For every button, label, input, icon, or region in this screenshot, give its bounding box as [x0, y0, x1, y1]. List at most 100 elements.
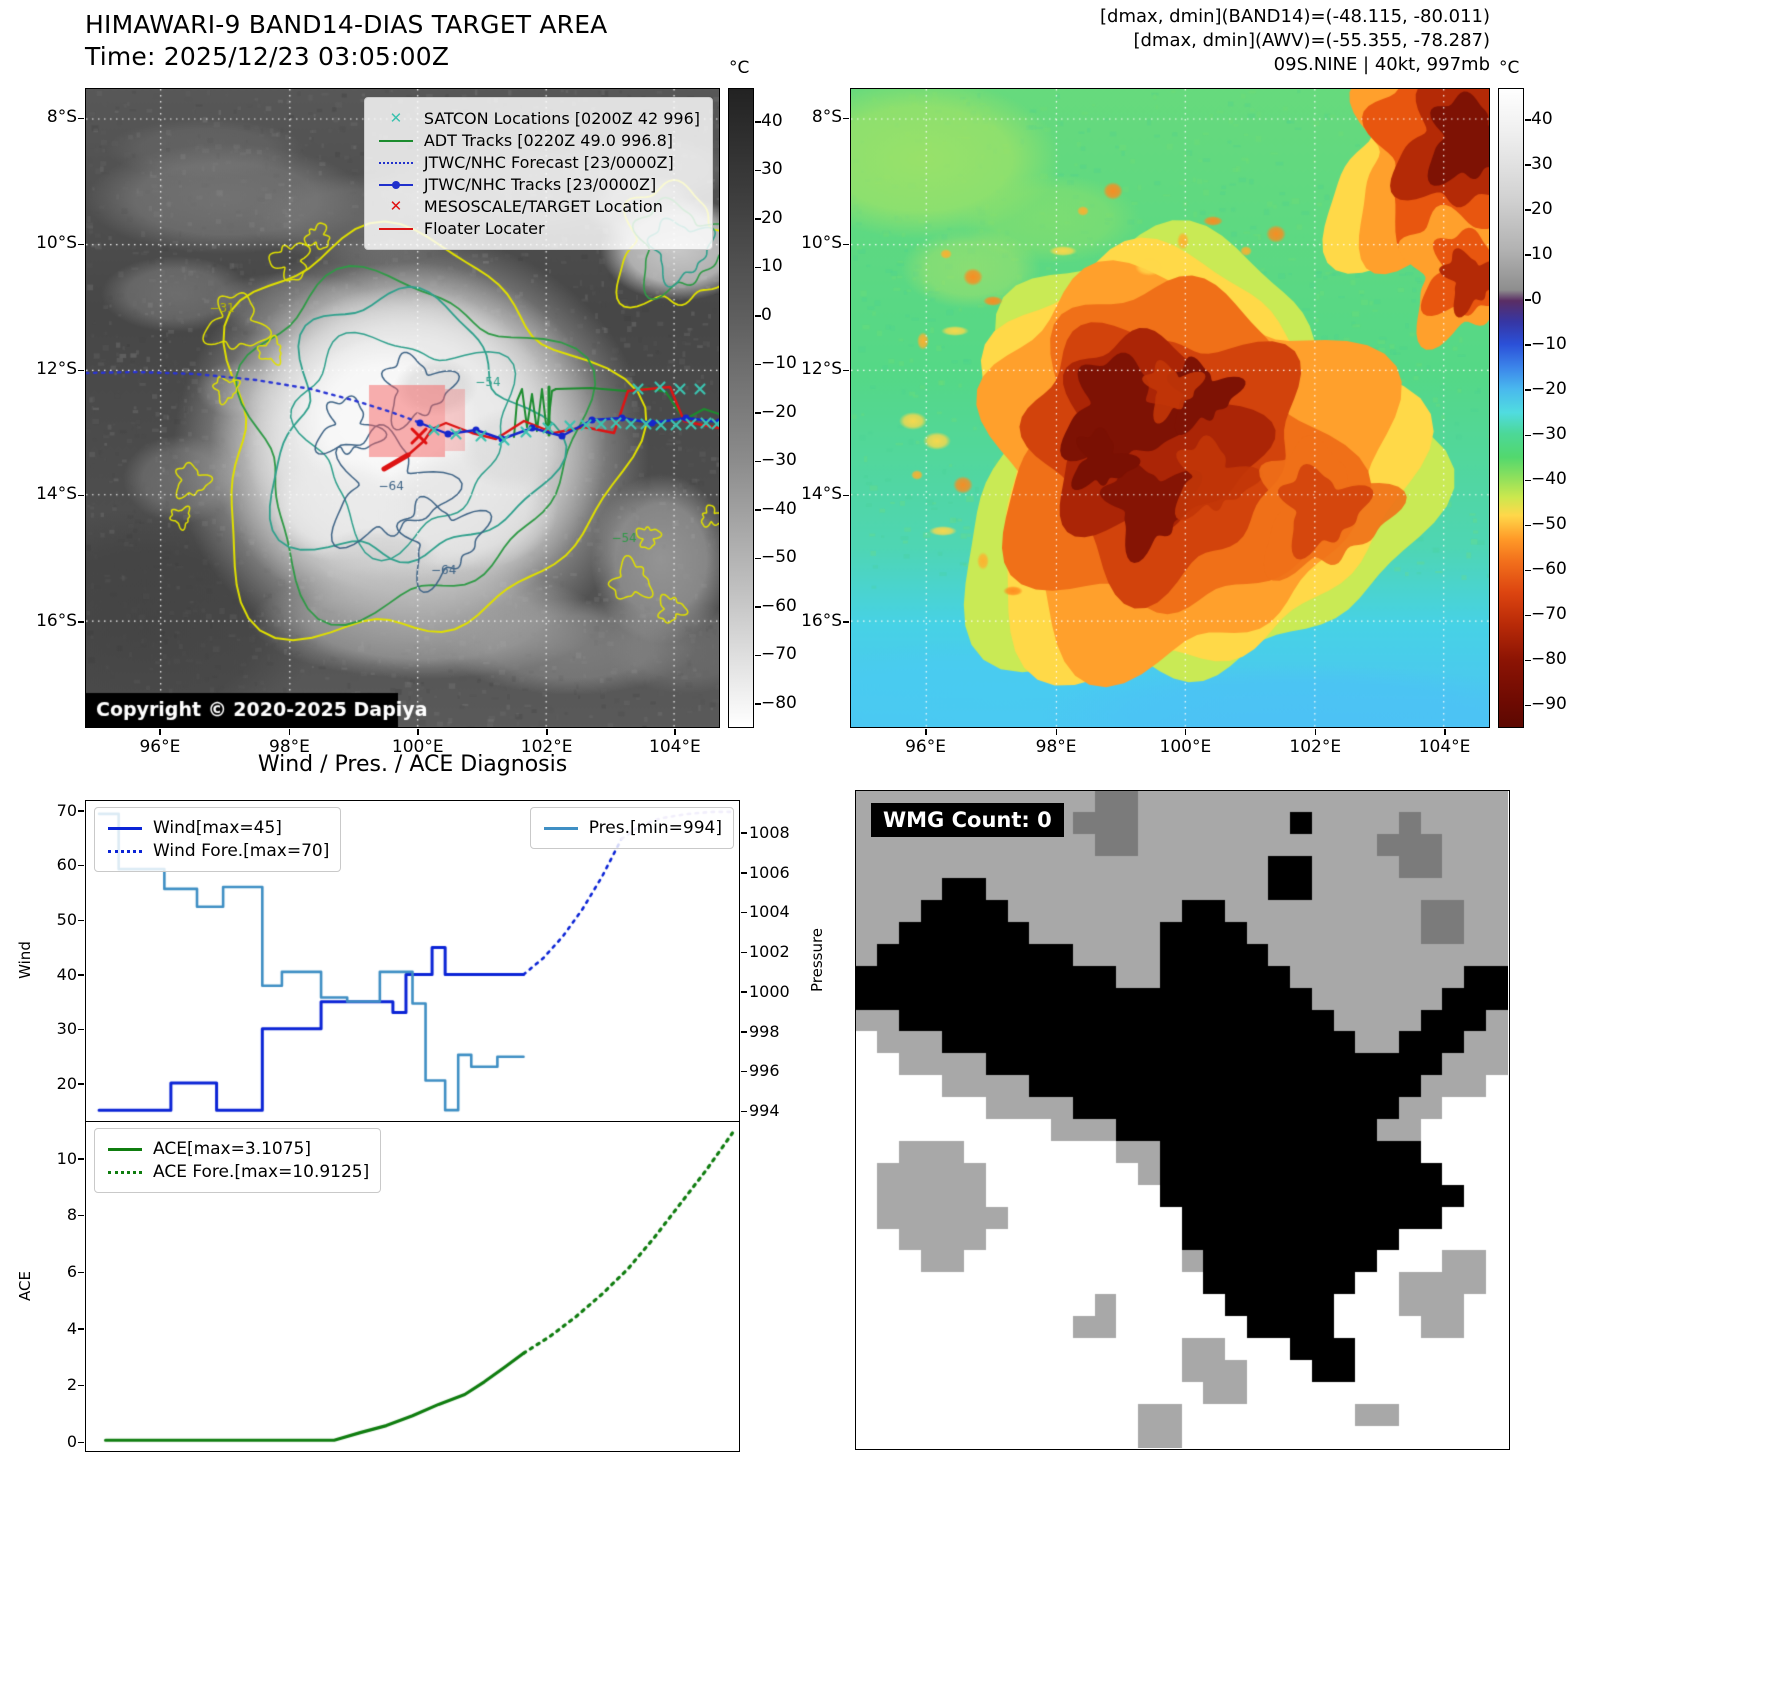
y-tick-mark — [78, 974, 84, 976]
legend-label: ACE[max=3.1075] — [153, 1139, 311, 1159]
colorbar-tick-label: −80 — [1531, 649, 1567, 670]
colorbar-tick-mark — [755, 654, 761, 657]
lon-tick-mark — [417, 729, 419, 735]
y-tick-label: 70 — [56, 800, 77, 820]
colorbar-tick-mark — [755, 557, 761, 560]
legend-label: ADT Tracks [0220Z 49.0 996.8] — [423, 131, 674, 150]
info-storm-id: 09S.NINE | 40kt, 997mb — [1273, 54, 1490, 75]
lat-tick-mark — [843, 243, 849, 246]
lat-tick-mark — [78, 494, 84, 497]
pressure-legend: Pres.[min=994] — [529, 807, 734, 849]
legend-item: Floater Locater — [377, 219, 700, 238]
dotted-line-icon — [377, 154, 415, 172]
colorbar-unit-label: °C — [729, 58, 750, 78]
y-tick-mark — [78, 864, 84, 867]
colorbar-tick-mark — [755, 218, 761, 220]
y-tick-mark — [741, 951, 747, 954]
lon-tick-label: 102°E — [1289, 737, 1342, 757]
colorbar-tick-label: 30 — [761, 159, 783, 180]
y-tick-mark — [78, 1083, 84, 1085]
y-tick-mark — [78, 919, 84, 922]
colorbar-tick-label: −60 — [761, 595, 797, 616]
colorbar-tick-label: −60 — [1531, 559, 1567, 580]
colorbar-tick-mark — [1525, 209, 1531, 211]
colorbar-tick-mark — [1525, 164, 1531, 166]
lat-tick-label: 16°S — [36, 610, 77, 631]
y-tick-mark — [741, 911, 747, 914]
wind-pressure-chart-panel: Wind[max=45] Wind Fore.[max=70] Pres.[min… — [85, 800, 740, 1122]
colorbar-tick-mark — [755, 606, 761, 608]
legend-item: ACE Fore.[max=10.9125] — [106, 1162, 369, 1182]
y-tick-label: 30 — [56, 1019, 77, 1039]
colorbar-tick-label: 30 — [1531, 153, 1553, 174]
y-tick-mark — [78, 1384, 84, 1387]
colorbar-tick-mark — [1525, 704, 1531, 707]
lat-tick-label: 10°S — [801, 233, 842, 254]
colorbar-tick-label: 10 — [1531, 243, 1553, 264]
colorbar-tick-mark — [1525, 659, 1531, 662]
info-awv-range: [dmax, dmin](AWV)=(-55.355, -78.287) — [1133, 30, 1490, 51]
ace-chart-panel: ACE[max=3.1075] ACE Fore.[max=10.9125] — [85, 1122, 740, 1452]
lat-tick-mark — [78, 621, 84, 623]
colorbar-tick-mark — [755, 121, 761, 123]
y-tick-mark — [741, 1070, 747, 1073]
colorbar-tick-mark — [755, 266, 761, 269]
colorbar-tick-mark — [1525, 614, 1531, 617]
line-icon — [106, 1140, 144, 1158]
legend-label: SATCON Locations [0200Z 42 996] — [423, 109, 700, 128]
colorbar-tick-mark — [755, 460, 761, 463]
colorbar-tick-label: −40 — [761, 498, 797, 519]
colorbar-tick-label: −90 — [1531, 694, 1567, 715]
line-icon — [377, 220, 415, 238]
y-tick-mark — [78, 1158, 84, 1160]
colorbar-tick-label: −10 — [761, 353, 797, 374]
lon-tick-mark — [1055, 729, 1058, 735]
lat-tick-label: 16°S — [801, 610, 842, 631]
colorbar-tick-label: −50 — [761, 547, 797, 568]
colorbar-tick-label: −80 — [761, 692, 797, 713]
lat-tick-mark — [843, 369, 849, 372]
legend-item: Wind[max=45] — [106, 818, 329, 838]
lat-tick-label: 8°S — [811, 107, 842, 128]
colorbar-tick-label: 40 — [1531, 108, 1553, 129]
y-tick-label: 50 — [56, 910, 77, 930]
lon-tick-label: 104°E — [649, 737, 701, 757]
legend-line — [108, 826, 142, 830]
colorbar-tick-mark — [755, 703, 761, 705]
dotted-line-icon — [106, 842, 144, 860]
dot-marker-icon — [391, 180, 400, 189]
y-tick-mark — [78, 1441, 84, 1444]
awv-colorbar — [1498, 88, 1524, 728]
lon-tick-mark — [288, 729, 291, 735]
colorbar-tick-label: −70 — [1531, 604, 1567, 625]
colorbar-tick-mark — [1525, 479, 1531, 482]
colorbar-tick-label: 0 — [1531, 288, 1542, 309]
awv-satellite-image — [851, 89, 1489, 727]
ir-map-legend: ✕ SATCON Locations [0200Z 42 996] ADT Trac… — [363, 97, 713, 250]
colorbar-tick-mark — [755, 412, 761, 414]
y-tick-label: 0 — [66, 1432, 77, 1452]
colorbar-tick-mark — [1525, 119, 1531, 121]
lon-tick-label: 98°E — [269, 737, 310, 757]
line-icon — [377, 132, 415, 150]
legend-item: Pres.[min=994] — [542, 818, 722, 838]
colorbar-unit-label: °C — [1499, 58, 1520, 78]
legend-line — [378, 139, 413, 142]
line-icon — [377, 176, 415, 194]
colorbar-tick-mark — [755, 169, 761, 172]
legend-item: ADT Tracks [0220Z 49.0 996.8] — [377, 131, 700, 150]
y-tick-label: 40 — [56, 964, 77, 984]
x-marker-icon: ✕ — [377, 198, 415, 216]
ir-colorbar — [728, 88, 754, 728]
lat-tick-label: 14°S — [36, 484, 77, 505]
legend-label: JTWC/NHC Forecast [23/0000Z] — [423, 153, 674, 172]
lon-tick-label: 96°E — [905, 737, 946, 757]
legend-line — [378, 227, 413, 230]
lat-tick-label: 8°S — [46, 107, 77, 128]
colorbar-tick-mark — [755, 363, 761, 366]
y-tick-label: 996 — [749, 1061, 780, 1081]
legend-line — [543, 826, 578, 830]
lat-tick-mark — [843, 621, 849, 623]
lat-tick-mark — [843, 117, 849, 120]
legend-line — [108, 849, 142, 853]
